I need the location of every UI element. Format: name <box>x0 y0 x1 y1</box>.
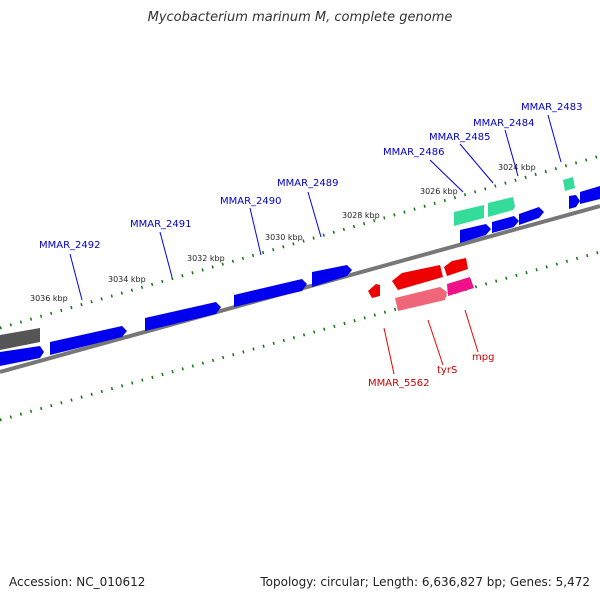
gene-arrow[interactable] <box>234 279 307 307</box>
gene-arrow[interactable] <box>0 346 44 366</box>
gene-arrow[interactable] <box>50 326 127 355</box>
gene-arrow[interactable] <box>444 258 468 276</box>
topology-text: Topology: circular; Length: 6,636,827 bp… <box>260 575 590 589</box>
scale-label: 3036 kbp <box>30 294 68 303</box>
map-title: Mycobacterium marinum M, complete genome <box>147 10 453 25</box>
pseudo-gene[interactable] <box>0 328 40 350</box>
forward-genes <box>0 186 600 366</box>
rna-genes <box>454 177 575 226</box>
gene-arrow[interactable] <box>392 265 443 290</box>
scale-label: 3030 kbp <box>265 233 303 242</box>
gene-arrow[interactable] <box>519 207 544 225</box>
forward-leader-lines <box>69 114 562 301</box>
gene-label: MMAR_2483 <box>521 102 583 113</box>
gene-arrow[interactable] <box>447 277 474 296</box>
gene-arrow[interactable] <box>569 195 580 209</box>
gene-arrow[interactable] <box>395 287 447 311</box>
gene-label: tyrS <box>437 365 457 376</box>
scale-label: 3024 kbp <box>498 163 536 172</box>
gene-label: MMAR_2484 <box>473 118 535 129</box>
gene-label: MMAR_2490 <box>220 196 282 207</box>
gene-arrow[interactable] <box>368 284 380 298</box>
gene-label: mpg <box>472 352 494 363</box>
reverse-label-group: MMAR_5562 tyrS mpg <box>368 352 494 389</box>
forward-label-group: MMAR_2492 MMAR_2491 MMAR_2490 MMAR_2489 … <box>39 102 583 251</box>
rna-gene[interactable] <box>488 197 515 217</box>
gene-label: MMAR_2492 <box>39 240 101 251</box>
reverse-leader-lines <box>383 309 479 375</box>
gene-arrow[interactable] <box>580 186 600 204</box>
gene-label: MMAR_5562 <box>368 378 430 389</box>
scale-label: 3032 kbp <box>187 254 225 263</box>
rna-gene[interactable] <box>563 177 575 191</box>
gene-arrow[interactable] <box>460 224 491 243</box>
gene-label: MMAR_2491 <box>130 219 192 230</box>
gene-arrow[interactable] <box>145 302 221 331</box>
scale-label: 3028 kbp <box>342 211 380 220</box>
reverse-genes <box>368 258 474 311</box>
scale-label: 3026 kbp <box>420 187 458 196</box>
rna-gene[interactable] <box>454 205 484 226</box>
gene-arrow[interactable] <box>312 265 352 287</box>
gene-label: MMAR_2486 <box>383 147 445 158</box>
gene-arrow[interactable] <box>492 216 519 233</box>
accession-text: Accession: NC_010612 <box>9 575 146 589</box>
gene-label: MMAR_2489 <box>277 178 339 189</box>
gene-label: MMAR_2485 <box>429 132 491 143</box>
scale-label: 3034 kbp <box>108 275 146 284</box>
